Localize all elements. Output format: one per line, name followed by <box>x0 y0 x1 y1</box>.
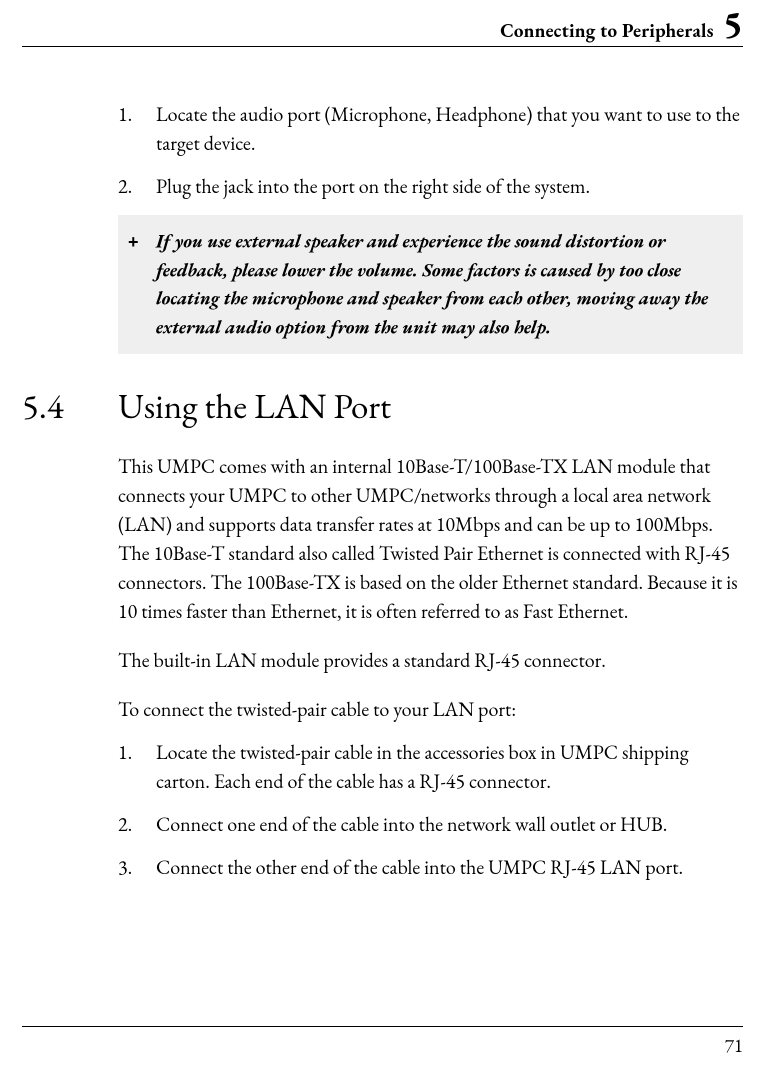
instruction-list-lan: 1. Locate the twisted-pair cable in the … <box>22 738 743 882</box>
list-text: Locate the twisted-pair cable in the acc… <box>156 738 743 796</box>
section-title: Using the LAN Port <box>118 386 391 428</box>
page-content: 1. Locate the audio port (Microphone, He… <box>22 100 743 896</box>
list-text: Connect the other end of the cable into … <box>156 853 743 882</box>
list-number: 3. <box>118 853 156 882</box>
list-number: 2. <box>118 810 156 839</box>
instruction-list-audio: 1. Locate the audio port (Microphone, He… <box>22 100 743 201</box>
list-item: 1. Locate the audio port (Microphone, He… <box>22 100 743 158</box>
list-item: 1. Locate the twisted-pair cable in the … <box>22 738 743 796</box>
body-paragraph: The built-in LAN module provides a stand… <box>22 646 743 675</box>
section-heading: 5.4 Using the LAN Port <box>22 386 743 428</box>
list-item: 3. Connect the other end of the cable in… <box>22 853 743 882</box>
plus-icon: + <box>128 229 156 257</box>
section-number: 5.4 <box>22 386 118 428</box>
list-text: Locate the audio port (Microphone, Headp… <box>156 100 743 158</box>
list-item: 2. Plug the jack into the port on the ri… <box>22 172 743 201</box>
note-text: If you use external speaker and experien… <box>156 227 727 342</box>
header-chapter-number: 5 <box>723 0 743 49</box>
page-header: Connecting to Peripherals 5 <box>22 6 743 47</box>
body-paragraph: This UMPC comes with an internal 10Base-… <box>22 452 743 626</box>
body-paragraph: To connect the twisted-pair cable to you… <box>22 695 743 724</box>
note-callout: + If you use external speaker and experi… <box>118 215 743 354</box>
page: Connecting to Peripherals 5 1. Locate th… <box>0 0 761 1078</box>
list-number: 2. <box>118 172 156 201</box>
list-number: 1. <box>118 738 156 767</box>
header-title: Connecting to Peripherals <box>500 18 713 43</box>
page-number: 71 <box>22 1026 743 1058</box>
list-text: Plug the jack into the port on the right… <box>156 172 743 201</box>
list-item: 2. Connect one end of the cable into the… <box>22 810 743 839</box>
list-text: Connect one end of the cable into the ne… <box>156 810 743 839</box>
list-number: 1. <box>118 100 156 129</box>
